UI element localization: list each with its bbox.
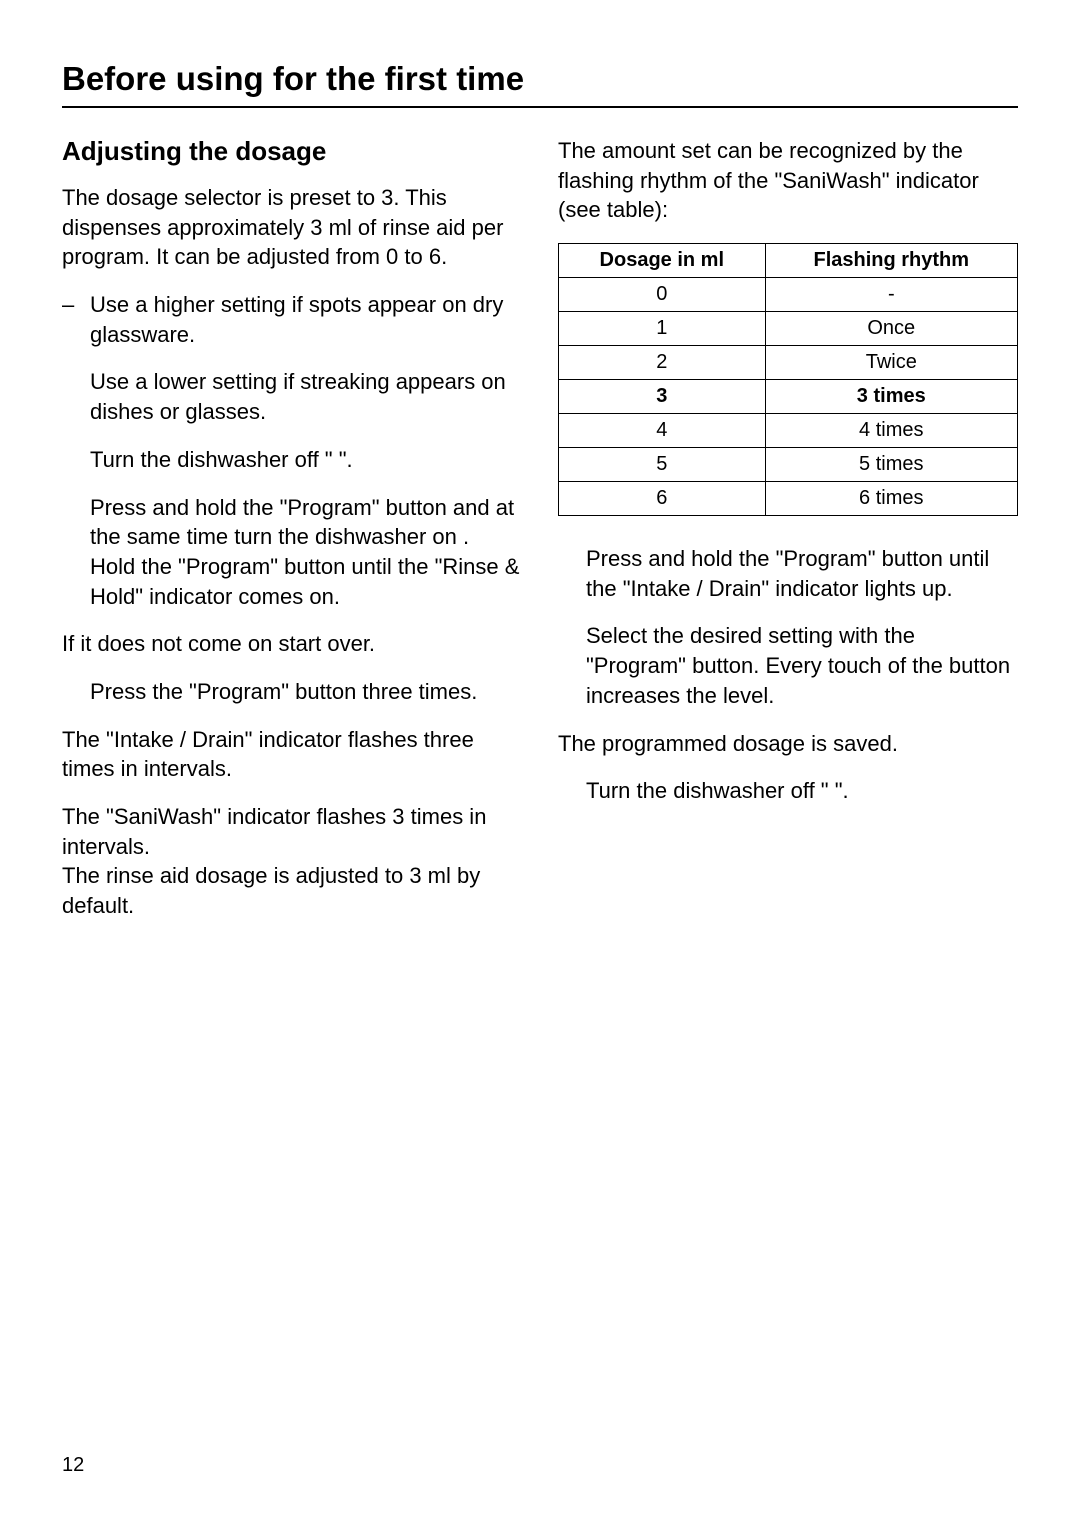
list-item: Press and hold the "Program" button and …	[62, 493, 522, 612]
table-header-row: Dosage in ml Flashing rhythm	[559, 244, 1018, 278]
list-item: Press the "Program" button three times.	[62, 677, 522, 707]
page-title: Before using for the first time	[62, 60, 1018, 108]
table-header: Dosage in ml	[559, 244, 766, 278]
table-cell: 4 times	[765, 414, 1017, 448]
page-number: 12	[62, 1454, 84, 1477]
table-cell: 5	[559, 448, 766, 482]
body-text: If it does not come on start over.	[62, 629, 522, 659]
table-row: 2 Twice	[559, 346, 1018, 380]
list-item: Turn the dishwasher off " ".	[62, 445, 522, 475]
table-row: 4 4 times	[559, 414, 1018, 448]
intro-text: The dosage selector is preset to 3. This…	[62, 183, 522, 272]
content-columns: Adjusting the dosage The dosage selector…	[62, 136, 1018, 939]
table-cell: -	[765, 278, 1017, 312]
table-row: 1 Once	[559, 312, 1018, 346]
table-cell: 3	[559, 380, 766, 414]
table-cell: 2	[559, 346, 766, 380]
list-item: Turn the dishwasher off " ".	[558, 776, 1018, 806]
list-item: Select the desired setting with the "Pro…	[558, 621, 1018, 710]
list-item: Use a lower setting if streaking appears…	[62, 367, 522, 426]
table-row: 6 6 times	[559, 482, 1018, 516]
table-cell: 1	[559, 312, 766, 346]
dosage-table: Dosage in ml Flashing rhythm 0 - 1 Once …	[558, 243, 1018, 516]
body-text: The "SaniWash" indicator flashes 3 times…	[62, 802, 522, 921]
table-cell: 5 times	[765, 448, 1017, 482]
section-heading: Adjusting the dosage	[62, 136, 522, 167]
intro-text: The amount set can be recognized by the …	[558, 136, 1018, 225]
body-text: The programmed dosage is saved.	[558, 729, 1018, 759]
table-body: 0 - 1 Once 2 Twice 3 3 times 4 4 times	[559, 278, 1018, 516]
table-cell: 4	[559, 414, 766, 448]
table-cell: 3 times	[765, 380, 1017, 414]
table-row: 3 3 times	[559, 380, 1018, 414]
table-cell: Once	[765, 312, 1017, 346]
list-item: Use a higher setting if spots appear on …	[62, 290, 522, 349]
table-cell: 0	[559, 278, 766, 312]
table-cell: 6	[559, 482, 766, 516]
table-cell: Twice	[765, 346, 1017, 380]
table-header: Flashing rhythm	[765, 244, 1017, 278]
body-text: The "Intake / Drain" indicator flashes t…	[62, 725, 522, 784]
table-row: 5 5 times	[559, 448, 1018, 482]
table-row: 0 -	[559, 278, 1018, 312]
list-item: Press and hold the "Program" button unti…	[558, 544, 1018, 603]
table-cell: 6 times	[765, 482, 1017, 516]
right-column: The amount set can be recognized by the …	[558, 136, 1018, 939]
left-column: Adjusting the dosage The dosage selector…	[62, 136, 522, 939]
